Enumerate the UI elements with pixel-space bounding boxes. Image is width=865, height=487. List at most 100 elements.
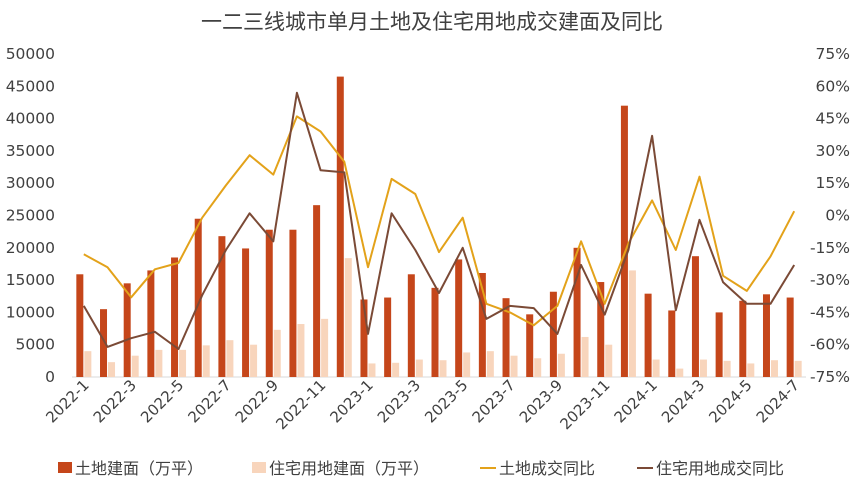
bar-residential-area (321, 318, 329, 377)
x-tick-label: 2022-7 (184, 376, 234, 426)
bar-land-area (407, 274, 415, 377)
x-tick-label: 2024-7 (753, 376, 803, 426)
y-right-tick-label: -45% (810, 303, 850, 321)
y-right-tick-label: -15% (810, 239, 850, 257)
x-tick-label: 2023-7 (469, 376, 519, 426)
bar-residential-area (108, 362, 116, 377)
bar-land-area (502, 298, 510, 377)
bar-residential-area (628, 270, 636, 377)
x-tick-label: 2023-1 (326, 376, 376, 426)
bar-residential-area (463, 352, 471, 377)
bar-land-area (786, 297, 794, 377)
bar-residential-area (439, 360, 447, 377)
x-tick-label: 2022-3 (90, 376, 140, 426)
x-tick-label: 2022-5 (137, 376, 187, 426)
bar-land-area (289, 229, 297, 377)
y-right-tick-label: 30% (816, 142, 850, 160)
bar-land-area (171, 257, 179, 377)
legend-swatch (58, 462, 72, 473)
bar-residential-area (581, 336, 589, 377)
bar-land-area (384, 297, 392, 377)
y-left-tick-label: 50000 (6, 45, 55, 63)
bar-land-area (620, 105, 628, 378)
series-land-area (76, 76, 794, 378)
bar-land-area (76, 274, 84, 377)
bar-residential-area (534, 358, 542, 377)
bar-residential-area (131, 355, 139, 377)
legend-label: 住宅用地成交同比 (656, 459, 784, 478)
bar-land-area (762, 294, 770, 377)
x-tick-label: 2023-5 (421, 376, 471, 426)
bar-residential-area (415, 359, 423, 377)
bar-residential-area (392, 362, 400, 377)
y-left-tick-label: 15000 (6, 271, 55, 289)
bar-residential-area (155, 349, 163, 377)
bar-residential-area (770, 360, 778, 377)
bar-land-area (478, 272, 486, 377)
bar-land-area (549, 291, 557, 377)
bar-residential-area (179, 349, 187, 377)
bar-land-area (265, 229, 273, 377)
bar-residential-area (250, 344, 258, 377)
bar-land-area (526, 314, 534, 377)
y-left-tick-label: 25000 (6, 207, 55, 225)
x-tick-label: 2024-3 (658, 376, 708, 426)
legend-label: 住宅用地建面（万平） (269, 459, 429, 478)
bar-land-area (597, 282, 605, 377)
bar-land-area (242, 248, 250, 377)
bar-residential-area (297, 324, 305, 377)
bar-residential-area (699, 359, 707, 377)
x-tick-label: 2024-1 (611, 376, 661, 426)
legend-label: 土地建面（万平） (75, 459, 203, 478)
y-left-tick-label: 45000 (6, 77, 55, 95)
series-residential-area (84, 258, 802, 377)
y-right-tick-label: 15% (816, 174, 850, 192)
bar-residential-area (368, 363, 376, 377)
y-left-tick-label: 5000 (16, 336, 55, 354)
bar-residential-area (557, 353, 565, 377)
chart-title: 一二三线城市单月土地及住宅用地成交建面及同比 (201, 10, 663, 34)
bar-residential-area (273, 329, 281, 377)
y-left-tick-label: 0 (45, 368, 55, 386)
x-axis: 2022-12022-32022-52022-72022-92022-11202… (42, 376, 803, 433)
y-right-tick-label: -60% (810, 336, 850, 354)
bar-land-area (739, 300, 747, 377)
bar-land-area (194, 218, 202, 377)
bar-land-area (360, 299, 368, 377)
x-tick-label: 2022-11 (272, 376, 329, 433)
bar-land-area (336, 76, 344, 378)
bar-land-area (644, 293, 652, 377)
bar-land-area (431, 287, 439, 377)
y-left-tick-label: 20000 (6, 239, 55, 257)
bar-residential-area (202, 345, 210, 377)
y-left-tick-label: 10000 (6, 303, 55, 321)
bar-land-area (668, 310, 676, 377)
line-residential-yoy (82, 91, 796, 350)
bar-residential-area (486, 351, 494, 377)
legend: 土地建面（万平） 住宅用地建面（万平） 土地成交同比 住宅用地成交同比 (58, 459, 784, 478)
y-right-tick-label: -30% (810, 271, 850, 289)
bar-residential-area (747, 363, 755, 377)
bar-residential-area (723, 360, 731, 377)
bar-residential-area (510, 355, 518, 377)
y-right-tick-label: 45% (816, 110, 850, 128)
bar-land-area (455, 259, 463, 377)
bar-land-area (715, 312, 723, 377)
bar-residential-area (226, 340, 234, 377)
y-left-tick-label: 35000 (6, 142, 55, 160)
y-right-tick-label: 0% (825, 207, 850, 225)
legend-label: 土地成交同比 (499, 459, 595, 478)
series-lines (82, 91, 796, 350)
bar-land-area (147, 270, 155, 377)
bar-residential-area (344, 258, 352, 377)
y-left-tick-label: 40000 (6, 110, 55, 128)
bar-land-area (100, 309, 108, 377)
x-tick-label: 2023-3 (374, 376, 424, 426)
left-axis: 0 5000 10000 15000 20000 25000 30000 35000 40000… (6, 45, 55, 386)
y-right-tick-label: -75% (810, 368, 850, 386)
bar-land-area (218, 236, 226, 377)
legend-swatch (252, 462, 266, 473)
x-tick-label: 2024-5 (705, 376, 755, 426)
line-land-yoy (83, 115, 796, 327)
